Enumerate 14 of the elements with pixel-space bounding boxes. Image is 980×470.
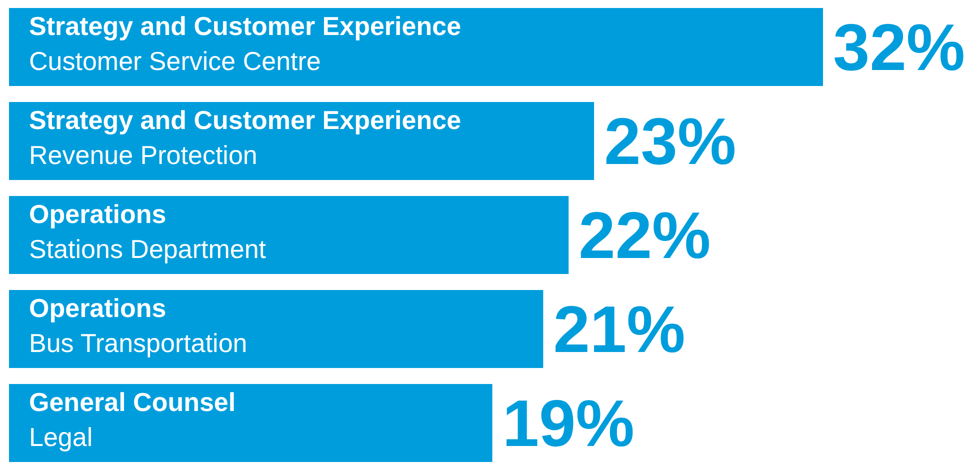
y-tick-label: Operations Bus Transportation [29, 293, 248, 358]
data-label: 23% [604, 104, 736, 178]
y-tick-label: Strategy and Customer Experience Revenue Protection [29, 105, 462, 170]
data-label: 21% [553, 292, 686, 366]
bar [9, 384, 492, 462]
bar [9, 8, 823, 86]
data-label: 22% [578, 198, 711, 272]
bar [9, 290, 544, 368]
y-tick-label: Operations Stations Department [29, 199, 267, 264]
bar [9, 196, 569, 274]
y-tick-label: Strategy and Customer Experience Customer Service Centre [29, 11, 462, 76]
y-tick-label: General Counsel Legal [29, 387, 236, 452]
data-label: 32% [833, 10, 966, 84]
data-label: 19% [502, 386, 634, 460]
